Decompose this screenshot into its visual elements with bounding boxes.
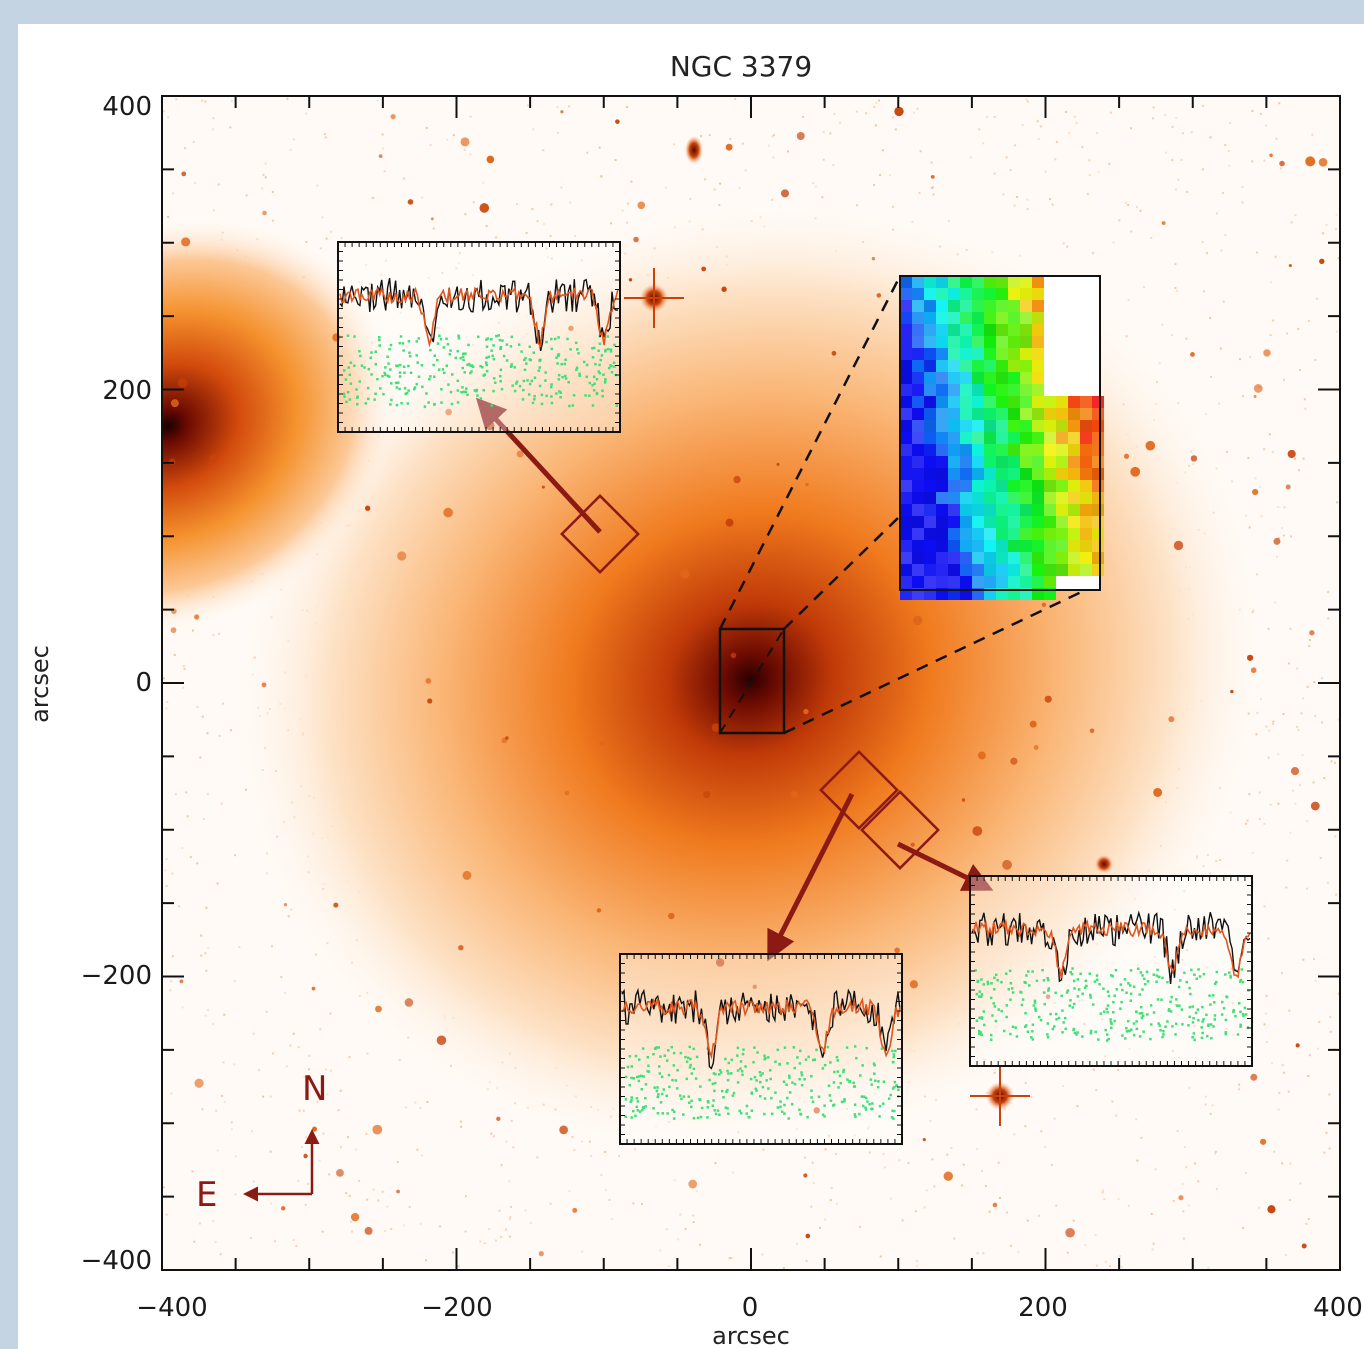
y-tick-label: 200	[102, 376, 152, 406]
compass: N E	[196, 1069, 327, 1215]
zoom-line	[783, 584, 1095, 735]
x-tick-label: −400	[136, 1293, 207, 1323]
pointer-arrow	[475, 397, 602, 534]
zoom-line	[783, 515, 901, 630]
bright-star	[1095, 855, 1113, 873]
galaxy-image	[162, 96, 1340, 1270]
y-tick-label: 400	[102, 92, 152, 122]
companion-galaxy	[162, 218, 402, 634]
zoom-line	[719, 628, 785, 734]
spectrum-inset-upper-left	[337, 241, 621, 433]
x-axis-title: arcsec	[712, 1322, 790, 1349]
pointer-arrow	[896, 841, 994, 891]
spectrum-inset-lower-middle	[619, 953, 903, 1145]
compass-east-label: E	[196, 1175, 217, 1215]
y-tick-label: 0	[135, 668, 152, 698]
figure-title: NGC 3379	[670, 50, 812, 83]
field-stars	[169, 106, 1328, 1257]
axis-ticks	[161, 95, 1341, 1271]
bright-star	[970, 1066, 1030, 1126]
x-tick-label: 200	[1018, 1293, 1068, 1323]
zoom-line	[718, 275, 902, 630]
x-tick-label: −200	[421, 1293, 492, 1323]
aperture-diamond	[819, 750, 899, 830]
small-galaxy	[685, 136, 703, 164]
x-tick-label: 0	[742, 1293, 759, 1323]
figure-frame: NGC 3379 arcsec arcsec −400 −200 0 200 4…	[18, 24, 1364, 1349]
x-tick-label: 400	[1313, 1293, 1363, 1323]
galaxy-image-figure: NGC 3379 arcsec arcsec −400 −200 0 200 4…	[26, 50, 1363, 1349]
spectrum-inset-lower-right	[969, 875, 1253, 1067]
velocity-map-inset	[899, 275, 1104, 600]
bright-star	[624, 268, 684, 328]
compass-north-label: N	[302, 1069, 327, 1109]
pointer-arrow	[767, 792, 855, 962]
y-tick-label: −200	[81, 961, 152, 991]
sauron-field-box	[718, 627, 786, 735]
aperture-diamond	[860, 790, 940, 870]
y-tick-label: −400	[81, 1246, 152, 1276]
y-axis-title: arcsec	[26, 645, 54, 723]
